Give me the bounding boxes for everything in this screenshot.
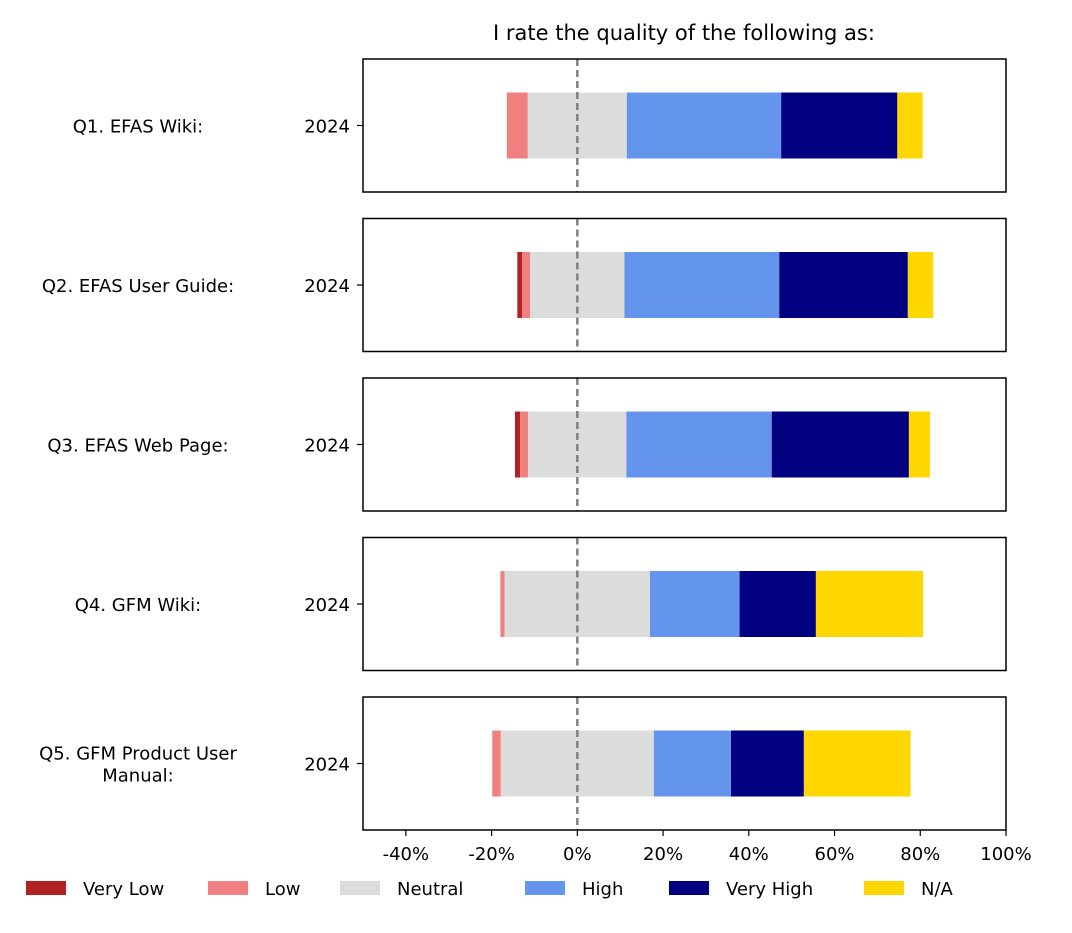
year-label: 2024 xyxy=(304,117,350,138)
question-label-line: Manual: xyxy=(102,766,173,787)
legend-item-neutral: Neutral xyxy=(340,879,463,900)
panels: 2024 Q1. EFAS Wiki: 2024 Q2. EFAS User Guid… xyxy=(39,58,1007,831)
bar-segment-very-high xyxy=(739,571,816,637)
bar-segment-very-high xyxy=(781,92,898,159)
question-label-line: Q2. EFAS User Guide: xyxy=(42,276,234,297)
panel-1: 2024 Q1. EFAS Wiki: xyxy=(73,58,1007,193)
legend-item-n-a: N/A xyxy=(864,879,954,900)
x-tick-label: 0% xyxy=(563,844,592,865)
legend-label: High xyxy=(582,879,623,900)
bar-segment-n-a xyxy=(907,252,934,318)
legend-item-low: Low xyxy=(208,879,300,900)
x-tick-label: 80% xyxy=(900,844,940,865)
question-label-line: Q5. GFM Product User xyxy=(39,744,237,765)
x-tick-label: 40% xyxy=(729,844,769,865)
x-tick-label: 60% xyxy=(815,844,855,865)
bar-segment-high xyxy=(653,730,732,797)
bar-segment-high xyxy=(624,252,780,318)
question-label-line: Q3. EFAS Web Page: xyxy=(47,436,228,457)
legend-swatch xyxy=(26,881,66,895)
question-label: Q4. GFM Wiki: xyxy=(75,595,202,616)
panel-2: 2024 Q2. EFAS User Guide: xyxy=(42,217,1007,353)
legend-item-high: High xyxy=(525,879,623,900)
panel-5: 2024 Q5. GFM Product User Manual: xyxy=(39,696,1007,831)
bar-segment-high xyxy=(649,571,740,637)
legend-swatch xyxy=(669,881,709,895)
x-tick-label: -40% xyxy=(383,844,430,865)
panel-4: 2024 Q4. GFM Wiki: xyxy=(75,536,1007,672)
legend: Very Low Low Neutral High Very High N/A xyxy=(26,879,954,900)
legend-swatch xyxy=(208,881,248,895)
bar-segment-low xyxy=(500,571,505,637)
bar-segment-low xyxy=(520,411,529,478)
legend-item-very-high: Very High xyxy=(669,879,813,900)
bar-segment-very-low xyxy=(514,411,521,478)
x-tick-label: 20% xyxy=(643,844,683,865)
legend-item-very-low: Very Low xyxy=(26,879,164,900)
question-label: Q2. EFAS User Guide: xyxy=(42,276,234,297)
legend-label: Low xyxy=(265,879,300,900)
question-label: Q5. GFM Product User Manual: xyxy=(39,744,237,787)
x-tick-label: 100% xyxy=(980,844,1031,865)
x-axis: -40% -20% 0% 20% 40% 60% 80% 100% xyxy=(383,830,1032,865)
question-label: Q1. EFAS Wiki: xyxy=(73,117,204,138)
bar-segment-n-a xyxy=(815,571,924,637)
bar-segment-n-a xyxy=(803,730,911,797)
bar-segment-high xyxy=(626,92,782,159)
year-label: 2024 xyxy=(304,276,350,297)
bar-segment-very-high xyxy=(731,730,804,797)
bar-segment-low xyxy=(506,92,528,159)
year-label: 2024 xyxy=(304,755,350,776)
year-label: 2024 xyxy=(304,436,350,457)
bar-segment-low xyxy=(522,252,531,318)
bar-segment-n-a xyxy=(897,92,923,159)
legend-swatch xyxy=(864,881,904,895)
chart-title: I rate the quality of the following as: xyxy=(493,21,875,45)
question-label-line: Q1. EFAS Wiki: xyxy=(73,117,204,138)
legend-label: N/A xyxy=(921,879,954,900)
legend-label: Very High xyxy=(726,879,813,900)
year-label: 2024 xyxy=(304,595,350,616)
panel-3: 2024 Q3. EFAS Web Page: xyxy=(47,377,1007,512)
question-label-line: Q4. GFM Wiki: xyxy=(75,595,202,616)
legend-label: Very Low xyxy=(83,879,164,900)
bar-segment-very-high xyxy=(771,411,909,478)
legend-swatch xyxy=(525,881,565,895)
x-tick-label: -20% xyxy=(468,844,515,865)
bar-segment-very-high xyxy=(779,252,908,318)
bar-segment-high xyxy=(626,411,772,478)
legend-swatch xyxy=(340,881,380,895)
bar-segment-low xyxy=(492,730,501,797)
question-label: Q3. EFAS Web Page: xyxy=(47,436,228,457)
legend-label: Neutral xyxy=(397,879,463,900)
bar-segment-n-a xyxy=(908,411,930,478)
bar-segment-very-low xyxy=(517,252,523,318)
